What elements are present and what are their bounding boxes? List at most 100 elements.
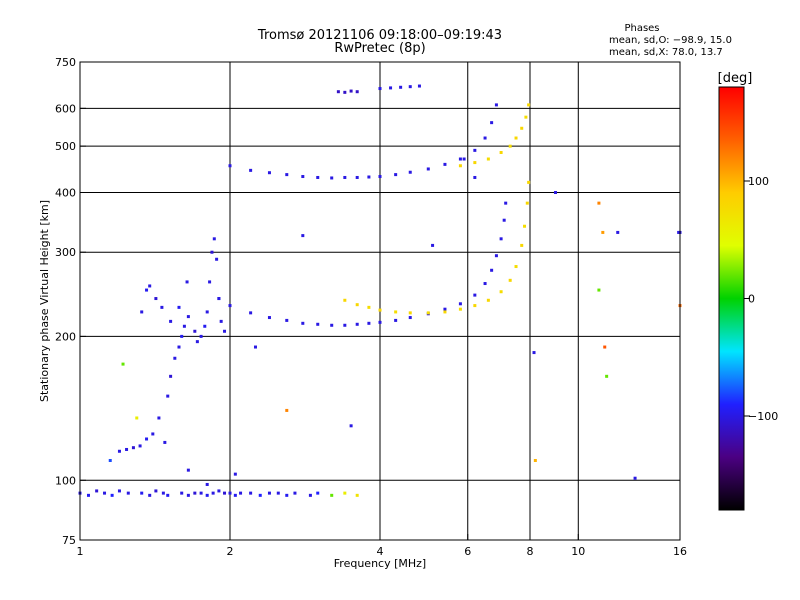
- echo-point: [166, 493, 170, 497]
- echo-point: [108, 458, 112, 462]
- echo-point: [523, 224, 527, 228]
- echo-point: [605, 374, 609, 378]
- echo-point: [203, 324, 207, 328]
- echo-point: [249, 311, 253, 315]
- y-tick-label: 400: [55, 186, 76, 199]
- echo-point: [205, 493, 209, 497]
- x-tick-label: 6: [464, 545, 471, 558]
- y-tick-label: 75: [62, 534, 76, 547]
- echo-point: [219, 319, 223, 323]
- x-tick-label: 1: [77, 545, 84, 558]
- echo-point: [499, 150, 503, 154]
- echo-point: [502, 218, 506, 222]
- echo-point: [458, 164, 462, 168]
- phases-stats-title: Phases: [624, 23, 659, 34]
- echo-point: [458, 302, 462, 306]
- echo-point: [138, 444, 142, 448]
- echo-point: [285, 493, 289, 497]
- echo-point: [408, 85, 412, 89]
- echo-point: [228, 304, 232, 308]
- echo-point: [355, 493, 359, 497]
- data-points: [78, 84, 682, 497]
- echo-point: [293, 491, 297, 495]
- echo-point: [330, 493, 334, 497]
- echo-point: [443, 307, 447, 311]
- echo-point: [193, 491, 197, 495]
- axis-ticks: 1 2 4 6 8 10 16 75 100 200 300 400 500 600 750: [55, 56, 687, 558]
- echo-point: [249, 491, 253, 495]
- colorbar-ticks: 100 0 −100: [744, 175, 778, 423]
- echo-point: [603, 345, 607, 349]
- echo-point: [367, 305, 371, 309]
- echo-point: [117, 449, 121, 453]
- echo-point: [483, 282, 487, 286]
- x-tick-label: 2: [227, 545, 234, 558]
- echo-point: [520, 126, 524, 130]
- echo-point: [490, 121, 494, 125]
- echo-point: [473, 148, 477, 152]
- echo-point: [486, 298, 490, 302]
- y-tick-label: 100: [55, 474, 76, 487]
- echo-point: [308, 493, 312, 497]
- echo-point: [163, 440, 167, 444]
- x-tick-label: 16: [673, 545, 687, 558]
- echo-point: [95, 489, 99, 493]
- colorbar-tick-label: 0: [748, 293, 755, 306]
- echo-point: [367, 321, 371, 325]
- echo-point: [301, 175, 305, 179]
- y-tick-label: 600: [55, 102, 76, 115]
- echo-point: [490, 268, 494, 272]
- phases-stats-x-mode: mean, sd,X: 78.0, 13.7: [609, 47, 723, 58]
- echo-point: [553, 190, 557, 194]
- echo-point: [117, 489, 121, 493]
- echo-point: [267, 316, 271, 320]
- echo-point: [597, 201, 601, 205]
- echo-point: [508, 144, 512, 148]
- echo-point: [151, 432, 155, 436]
- echo-point: [494, 254, 498, 258]
- chart-subtitle: RwPretec (8p): [334, 41, 425, 56]
- echo-point: [499, 290, 503, 294]
- echo-point: [217, 297, 221, 301]
- echo-point: [389, 86, 393, 90]
- echo-point: [527, 103, 531, 107]
- echo-point: [483, 136, 487, 140]
- echo-point: [205, 310, 209, 314]
- echo-point: [417, 84, 421, 88]
- echo-point: [233, 472, 237, 476]
- echo-point: [408, 316, 412, 320]
- echo-point: [186, 468, 190, 472]
- echo-point: [154, 297, 158, 301]
- echo-point: [212, 237, 216, 241]
- echo-point: [426, 167, 430, 171]
- echo-point: [458, 157, 462, 161]
- echo-point: [253, 345, 257, 349]
- echo-point: [408, 170, 412, 174]
- echo-point: [217, 489, 221, 493]
- echo-point: [103, 491, 107, 495]
- echo-point: [499, 237, 503, 241]
- echo-point: [514, 136, 518, 140]
- echo-point: [215, 257, 219, 261]
- echo-point: [355, 322, 359, 326]
- echo-point: [343, 90, 347, 94]
- echo-point: [186, 315, 190, 319]
- echo-point: [145, 288, 149, 292]
- echo-point: [199, 491, 203, 495]
- echo-point: [126, 491, 130, 495]
- echo-point: [239, 491, 243, 495]
- echo-point: [173, 356, 177, 360]
- echo-point: [532, 351, 536, 355]
- echo-point: [316, 491, 320, 495]
- echo-point: [355, 175, 359, 179]
- echo-point: [211, 491, 215, 495]
- echo-point: [355, 90, 359, 94]
- chart-title: Tromsø 20121106 09:18:00–09:19:43: [257, 28, 502, 43]
- echo-point: [148, 284, 152, 288]
- y-tick-label: 300: [55, 246, 76, 259]
- echo-point: [180, 491, 184, 495]
- echo-point: [258, 493, 262, 497]
- echo-point: [169, 319, 173, 323]
- echo-point: [140, 491, 144, 495]
